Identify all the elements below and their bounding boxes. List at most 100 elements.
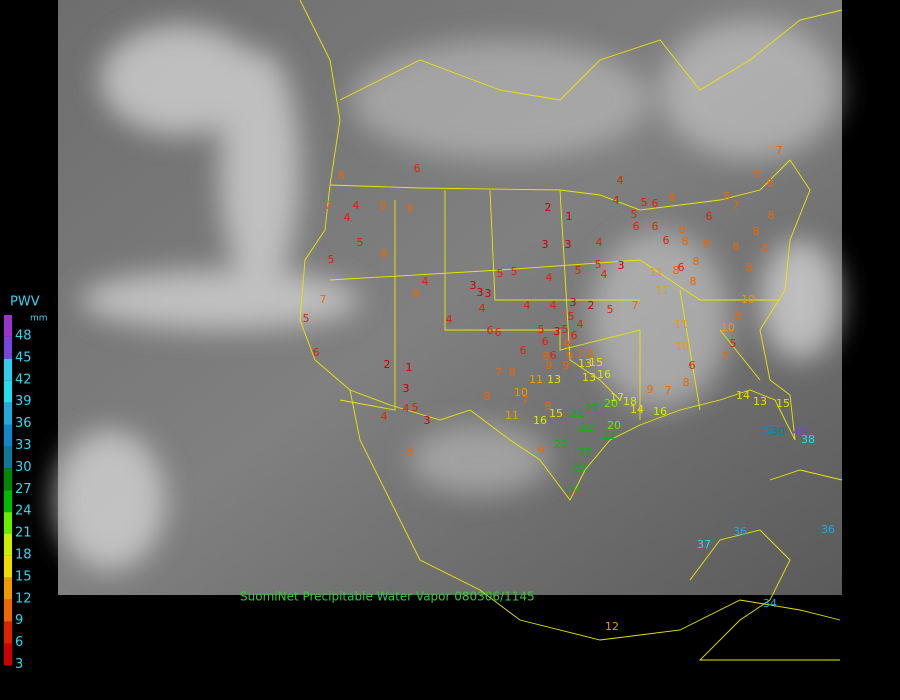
station-value: 16 xyxy=(533,414,547,427)
station-value: 20 xyxy=(604,397,618,410)
station-value: 6 xyxy=(706,210,713,223)
station-value: 38 xyxy=(801,433,815,446)
station-value: 5 xyxy=(538,323,545,336)
station-value: 6 xyxy=(663,234,670,247)
station-value: 22 xyxy=(602,429,616,442)
station-value: 13 xyxy=(582,371,596,384)
station-value: 20 xyxy=(607,419,621,432)
legend-label: 36 xyxy=(15,416,32,431)
station-value: 13 xyxy=(753,395,767,408)
legend-swatch xyxy=(4,643,12,666)
legend-swatch xyxy=(4,490,12,513)
station-value: 8 xyxy=(733,240,740,253)
station-value: 4 xyxy=(403,402,410,415)
legend-label: 9 xyxy=(15,613,23,628)
station-value: 8 xyxy=(587,348,594,361)
legend-swatch xyxy=(4,468,12,491)
station-value: 6 xyxy=(550,349,557,362)
station-value: 17 xyxy=(610,391,624,404)
legend-swatch xyxy=(4,512,12,534)
legend-swatch xyxy=(4,534,12,556)
station-value: 8 xyxy=(746,261,753,274)
station-value: 5 xyxy=(641,196,648,209)
station-value: 8 xyxy=(683,376,690,389)
station-value: 9 xyxy=(538,444,545,457)
station-value: 4 xyxy=(601,268,608,281)
station-value: 24 xyxy=(567,484,581,497)
station-value: 10 xyxy=(514,386,528,399)
station-value: 9 xyxy=(567,349,574,362)
station-value: 8 xyxy=(735,309,742,322)
station-value: 7 xyxy=(320,293,327,306)
station-value: 8 xyxy=(762,242,769,255)
station-value: 5 xyxy=(607,303,614,316)
station-value: 4 xyxy=(344,211,351,224)
station-value: 8 xyxy=(703,238,710,251)
station-value: 6 xyxy=(678,261,685,274)
station-value: 8 xyxy=(669,191,676,204)
station-value: 7 xyxy=(496,366,503,379)
station-value: 8 xyxy=(338,169,345,182)
station-value: 8 xyxy=(679,223,686,236)
station-value: 8 xyxy=(509,366,516,379)
legend-swatch xyxy=(4,380,12,403)
station-value: 4 xyxy=(446,313,453,326)
station-value: 11 xyxy=(674,318,688,331)
legend-swatch xyxy=(4,424,12,447)
station-value: 6 xyxy=(652,197,659,210)
station-value: 12 xyxy=(605,620,619,633)
clouds xyxy=(55,20,840,570)
station-value: 3 xyxy=(403,382,410,395)
station-value: 15 xyxy=(549,407,563,420)
station-value: 22 xyxy=(580,421,594,434)
station-value: 4 xyxy=(479,302,486,315)
legend-label: 42 xyxy=(15,372,32,387)
station-value: 5 xyxy=(511,265,518,278)
station-value: 5 xyxy=(497,267,504,280)
station-value: 37 xyxy=(697,538,711,551)
station-value: 1 xyxy=(566,210,573,223)
station-value: 6 xyxy=(313,346,320,359)
station-value: 8 xyxy=(413,287,420,300)
station-value: 4 xyxy=(353,199,360,212)
station-value: 5 xyxy=(631,208,638,221)
station-value: 18 xyxy=(623,395,637,408)
station-value: 5 xyxy=(562,323,569,336)
legend-swatch xyxy=(4,599,12,622)
legend-label: 21 xyxy=(15,526,32,541)
legend-label: 39 xyxy=(15,394,32,409)
station-value: 8 xyxy=(767,177,774,190)
caption: SuomiNet Precipitable Water Vapor 080306… xyxy=(240,590,535,604)
station-value: 11 xyxy=(529,373,543,386)
legend-label: 3 xyxy=(15,657,23,672)
station-value: 5 xyxy=(595,258,602,271)
legend-unit: mm xyxy=(30,314,48,324)
legend-label: 48 xyxy=(15,329,32,344)
station-value: 4 xyxy=(596,236,603,249)
legend-swatch xyxy=(4,446,12,469)
station-value: 8 xyxy=(380,199,387,212)
legend: PWV mm 48 45 42 39 36 33 30 27 24 21 18 15 12 9 6 3 xyxy=(4,295,48,672)
station-value: 2 xyxy=(588,299,595,312)
station-value: 5 xyxy=(357,236,364,249)
station-value: 4 xyxy=(613,194,620,207)
station-value: 3 xyxy=(470,279,477,292)
station-value: 7 xyxy=(632,299,639,312)
station-value: 3 xyxy=(542,238,549,251)
borders xyxy=(299,0,843,661)
station-value: 30 xyxy=(771,425,785,438)
legend-label: 6 xyxy=(15,635,23,650)
station-value: 6 xyxy=(487,324,494,337)
station-value: 8 xyxy=(673,264,680,277)
station-value: 16 xyxy=(653,405,667,418)
legend-label: 15 xyxy=(15,569,32,584)
station-value: 6 xyxy=(633,220,640,233)
station-value: 6 xyxy=(571,329,578,342)
legend-label: 24 xyxy=(15,504,32,519)
station-value: 14 xyxy=(630,403,644,416)
station-value: 6 xyxy=(520,344,527,357)
station-value: 5 xyxy=(568,310,575,323)
legend-swatch xyxy=(4,621,12,644)
